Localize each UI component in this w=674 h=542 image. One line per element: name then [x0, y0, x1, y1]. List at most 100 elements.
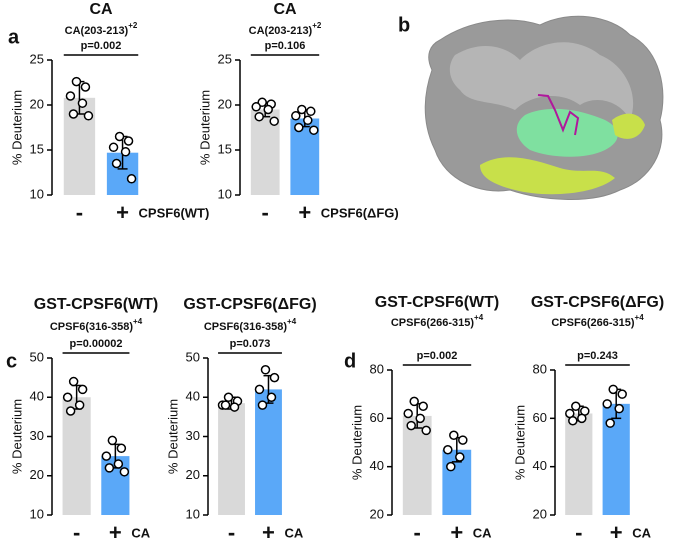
- p-value: p=0.073: [230, 338, 271, 350]
- subtitle-charge: +2: [312, 21, 322, 30]
- data-point: [263, 104, 273, 115]
- panel-label: d: [344, 350, 356, 372]
- data-point: [120, 147, 131, 157]
- y-tick-label: 60: [370, 410, 384, 425]
- data-point: [406, 420, 416, 431]
- x-tick-label: -: [228, 520, 235, 542]
- x-axis-label: CA: [473, 525, 492, 540]
- y-tick-label: 80: [533, 361, 547, 376]
- p-value: p=0.00002: [70, 338, 123, 350]
- bar: [218, 403, 245, 515]
- x-tick-label: +: [450, 520, 463, 542]
- data-point: [80, 82, 91, 92]
- data-point: [65, 91, 76, 101]
- data-point: [126, 174, 137, 184]
- y-axis-label: % Deuterium: [349, 405, 364, 480]
- y-tick-label: 10: [30, 506, 44, 521]
- y-tick-label: 15: [30, 141, 44, 156]
- y-tick-label: 50: [30, 349, 44, 364]
- data-point: [568, 416, 578, 426]
- chart-title: CA: [89, 1, 113, 18]
- x-tick-label: -: [262, 200, 269, 225]
- data-point: [269, 372, 280, 383]
- data-point: [297, 104, 307, 115]
- bar: [62, 397, 91, 515]
- subtitle-text: CA(203-213): [249, 25, 313, 37]
- p-value: p=0.243: [577, 350, 618, 362]
- y-tick-label: 20: [533, 506, 547, 521]
- contact-region: [516, 108, 618, 157]
- protein-structure: [424, 15, 664, 200]
- y-tick-label: 30: [30, 428, 44, 443]
- data-point: [291, 111, 301, 121]
- data-point: [123, 136, 134, 146]
- subtitle-charge: +4: [474, 313, 484, 322]
- data-point: [107, 435, 118, 446]
- y-axis-label: % Deuterium: [9, 399, 24, 474]
- x-tick-label: -: [76, 200, 83, 225]
- contact-region: [480, 157, 615, 195]
- subtitle: CA(203-213)+2: [249, 21, 322, 37]
- data-point: [415, 413, 425, 424]
- data-point: [446, 461, 456, 472]
- subtitle-charge: +4: [133, 317, 143, 326]
- panel-label: c: [6, 350, 17, 372]
- data-point: [83, 111, 94, 121]
- panel-label: a: [8, 26, 20, 48]
- data-point: [403, 408, 413, 419]
- subtitle-text: CPSF6(316-358): [50, 321, 133, 333]
- x-axis-label: CA: [284, 525, 303, 540]
- x-axis-label: CPSF6(WT): [139, 205, 210, 220]
- y-tick-label: 40: [30, 389, 44, 404]
- data-point: [571, 401, 581, 411]
- data-point: [458, 435, 468, 445]
- data-point: [223, 392, 234, 402]
- peptide: [537, 94, 580, 136]
- chart-title: GST-CPSF6(WT): [34, 296, 158, 313]
- data-point: [421, 425, 431, 436]
- data-point: [68, 109, 79, 119]
- data-point: [77, 384, 88, 395]
- data-point: [101, 451, 112, 461]
- subtitle: CPSF6(266-315)+4: [391, 313, 484, 329]
- chart-title: GST-CPSF6(ΔFG): [183, 296, 316, 313]
- p-value: p=0.106: [265, 40, 306, 52]
- data-point: [602, 399, 612, 409]
- bar: [255, 389, 282, 515]
- data-point: [605, 418, 615, 428]
- data-point: [71, 76, 82, 87]
- subtitle-text: CPSF6(266-315): [551, 317, 634, 329]
- chart-title: GST-CPSF6(WT): [375, 294, 499, 311]
- data-point: [220, 400, 231, 410]
- y-tick-label: 20: [218, 96, 232, 111]
- y-tick-label: 20: [370, 506, 384, 521]
- y-tick-label: 40: [370, 458, 384, 473]
- chart-title: CA: [273, 1, 297, 18]
- data-point: [62, 392, 73, 402]
- data-point: [614, 403, 624, 414]
- data-point: [254, 111, 264, 122]
- y-tick-label: 30: [186, 428, 200, 443]
- data-point: [617, 389, 627, 399]
- x-tick-label: +: [262, 520, 275, 542]
- data-point: [306, 106, 316, 117]
- y-axis-label: % Deuterium: [165, 399, 180, 474]
- x-tick-label: +: [610, 520, 623, 542]
- data-point: [65, 406, 76, 416]
- y-tick-label: 25: [218, 51, 232, 66]
- subtitle-charge: +2: [128, 21, 138, 30]
- data-point: [116, 443, 127, 454]
- y-tick-label: 60: [533, 410, 547, 425]
- data-point: [251, 102, 261, 112]
- y-tick-label: 25: [30, 51, 44, 66]
- data-point: [294, 122, 304, 133]
- bar: [565, 413, 593, 515]
- subtitle: CPSF6(266-315)+4: [551, 313, 644, 329]
- y-tick-label: 20: [186, 467, 200, 482]
- y-tick-label: 50: [186, 349, 200, 364]
- p-value: p=0.002: [417, 350, 458, 362]
- data-point: [77, 98, 88, 108]
- data-point: [68, 376, 79, 387]
- y-tick-label: 40: [533, 458, 547, 473]
